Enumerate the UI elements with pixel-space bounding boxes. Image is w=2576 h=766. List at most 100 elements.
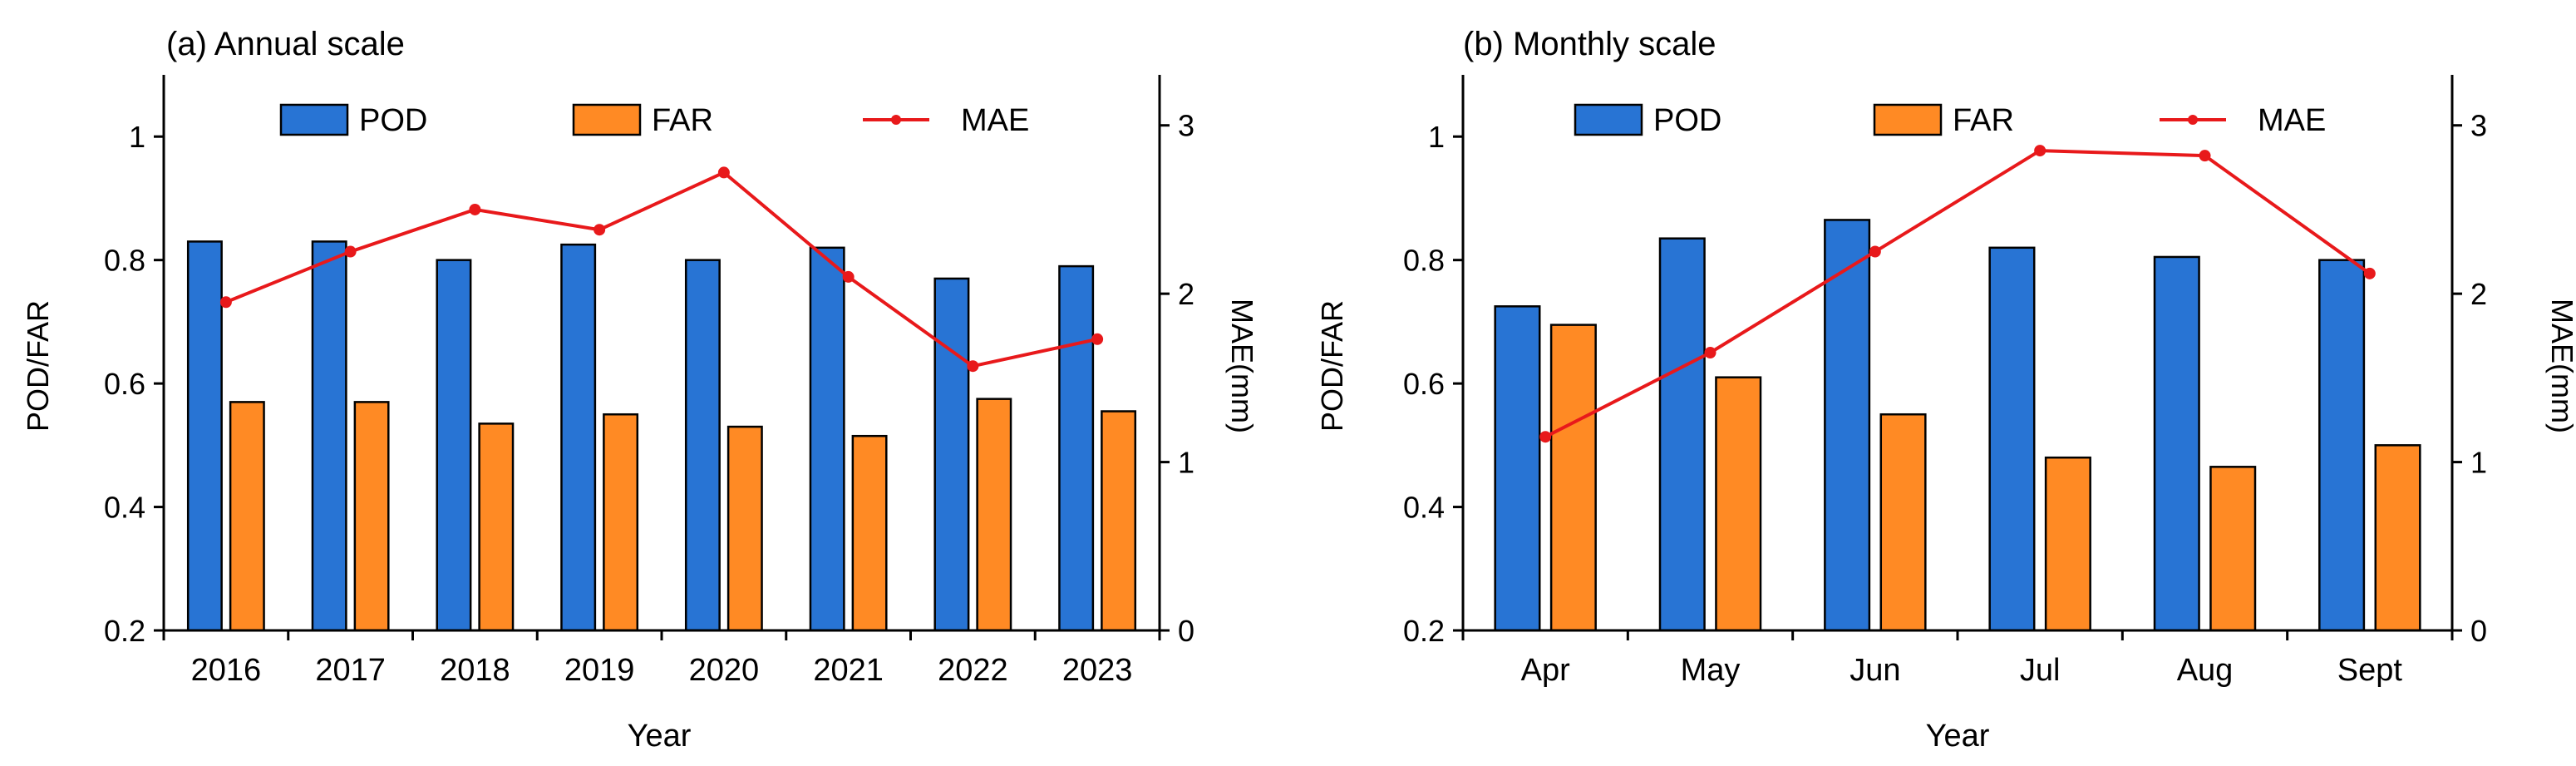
bar-pod-Aug <box>2153 255 2200 632</box>
legend-label-far: FAR <box>652 103 713 138</box>
line-mae <box>1544 149 2371 438</box>
y-tick-label: 0.2 <box>1403 614 1445 648</box>
x-tick-label: Sept <box>2337 653 2403 688</box>
y-tick-label: 0.6 <box>1403 367 1445 401</box>
y2-tick-label: 3 <box>2470 109 2487 143</box>
bar-far-Aug <box>2209 466 2257 632</box>
bar-far-2023 <box>1101 410 1137 632</box>
x-tick-label: 2018 <box>440 653 510 688</box>
chart-title: (b) Monthly scale <box>1463 26 1717 62</box>
bar-far-2022 <box>976 398 1012 632</box>
bar-far-Jul <box>2044 456 2091 632</box>
bar-pod-2023 <box>1058 264 1095 632</box>
y-tick-label: 0.4 <box>104 491 145 525</box>
bar-far-2018 <box>478 423 515 632</box>
x-tick-label: 2017 <box>315 653 386 688</box>
y2-tick-label: 0 <box>2470 614 2487 648</box>
x-tick-label: 2023 <box>1062 653 1133 688</box>
point-mae-2020 <box>717 166 730 179</box>
legend-swatch-pod <box>1574 103 1643 136</box>
point-mae-2019 <box>594 224 606 236</box>
legend-label-mae: MAE <box>961 103 1029 138</box>
y-tick-label: 1 <box>1428 120 1445 154</box>
y-tick-label: 0.2 <box>104 614 145 648</box>
x-tick-label: 2016 <box>191 653 262 688</box>
y2-tick-label: 3 <box>1178 109 1194 143</box>
bar-pod-Jul <box>1988 246 2036 632</box>
x-tick-label: Aug <box>2177 653 2234 688</box>
legend-label-pod: POD <box>1653 103 1721 138</box>
bar-far-2021 <box>851 434 888 632</box>
bar-far-May <box>1715 376 1762 632</box>
bar-pod-2017 <box>311 240 347 632</box>
chart-title: (a) Annual scale <box>166 26 405 62</box>
panel-monthly: (b) Monthly scale POD/FAR MAE(mm) Year 0… <box>1315 26 2576 754</box>
x-tick-label: Jun <box>1849 653 1900 688</box>
bar-far-2016 <box>229 401 265 632</box>
bar-far-2019 <box>603 413 639 632</box>
y-tick-label: 0.4 <box>1403 491 1445 525</box>
y2-tick-label: 1 <box>2470 446 2487 480</box>
bar-pod-2016 <box>186 240 223 632</box>
bar-pod-2022 <box>933 277 970 632</box>
panel-annual: (a) Annual scale POD/FAR MAE(mm) Year 0.… <box>21 26 1259 754</box>
x-tick-label: May <box>1681 653 1741 688</box>
bar-far-Sept <box>2374 444 2421 632</box>
y2-tick-label: 0 <box>1178 614 1194 648</box>
y-tick-label: 1 <box>129 120 145 154</box>
y-axis-label: POD/FAR <box>1315 300 1349 432</box>
point-mae-2021 <box>842 270 855 283</box>
point-mae-May <box>1704 347 1717 358</box>
marks: 0.2 0.4 0.6 0.8 1 0 1 2 3 2016 2017 2018 2019 2020 202… <box>104 75 1194 688</box>
point-mae-Apr <box>1539 431 1552 443</box>
bar-pod-2020 <box>684 259 721 632</box>
x-tick-label: 2022 <box>938 653 1008 688</box>
bar-far-2020 <box>727 425 763 632</box>
x-tick-label: Jul <box>2020 653 2061 688</box>
legend: POD FAR MAE <box>279 103 1029 138</box>
y-tick-label: 0.6 <box>104 367 145 401</box>
legend-marker-mae <box>891 115 901 125</box>
y-tick-label: 0.8 <box>104 244 145 278</box>
point-mae-Sept <box>2363 267 2376 279</box>
x-tick-label: 2019 <box>564 653 635 688</box>
point-mae-2017 <box>344 245 357 258</box>
legend-swatch-far <box>572 103 642 136</box>
legend-label-mae: MAE <box>2258 103 2326 138</box>
x-tick-label: 2021 <box>813 653 884 688</box>
bar-pod-2019 <box>560 243 597 632</box>
y2-tick-label: 1 <box>1178 446 1194 480</box>
y-tick-label: 0.8 <box>1403 244 1445 278</box>
bar-pod-Apr <box>1494 305 1541 632</box>
x-axis-label: Year <box>628 719 692 754</box>
y2-axis-label: MAE(mm) <box>2545 299 2576 433</box>
y2-axis-label: MAE(mm) <box>1225 299 1259 433</box>
legend-swatch-pod <box>279 103 349 136</box>
point-mae-Jun <box>1869 245 1881 258</box>
x-axis-label: Year <box>1926 719 1990 754</box>
point-mae-2022 <box>967 360 979 373</box>
legend-swatch-far <box>1873 103 1943 136</box>
x-tick-label: Apr <box>1521 653 1570 688</box>
legend: POD FAR MAE <box>1574 103 2326 138</box>
point-mae-Aug <box>2199 150 2211 162</box>
y2-tick-label: 2 <box>1178 277 1194 311</box>
bar-pod-2021 <box>809 246 845 632</box>
bar-pod-Sept <box>2318 259 2366 632</box>
marks: 0.2 0.4 0.6 0.8 1 0 1 2 3 Apr May Jun Jul Aug Sept <box>1403 75 2487 688</box>
bar-far-Jun <box>1879 413 1927 632</box>
bar-pod-2018 <box>436 259 472 632</box>
legend-marker-mae <box>2188 115 2198 125</box>
point-mae-2023 <box>1091 333 1104 345</box>
point-mae-2018 <box>469 203 481 215</box>
legend-label-pod: POD <box>359 103 427 138</box>
y-axis-label: POD/FAR <box>21 300 55 432</box>
y2-tick-label: 2 <box>2470 277 2487 311</box>
bar-far-Apr <box>1549 324 1597 632</box>
bar-far-2017 <box>353 401 390 632</box>
x-tick-label: 2020 <box>689 653 760 688</box>
point-mae-2016 <box>219 296 232 309</box>
bar-pod-Jun <box>1824 219 1871 632</box>
line-mae <box>225 170 1098 368</box>
